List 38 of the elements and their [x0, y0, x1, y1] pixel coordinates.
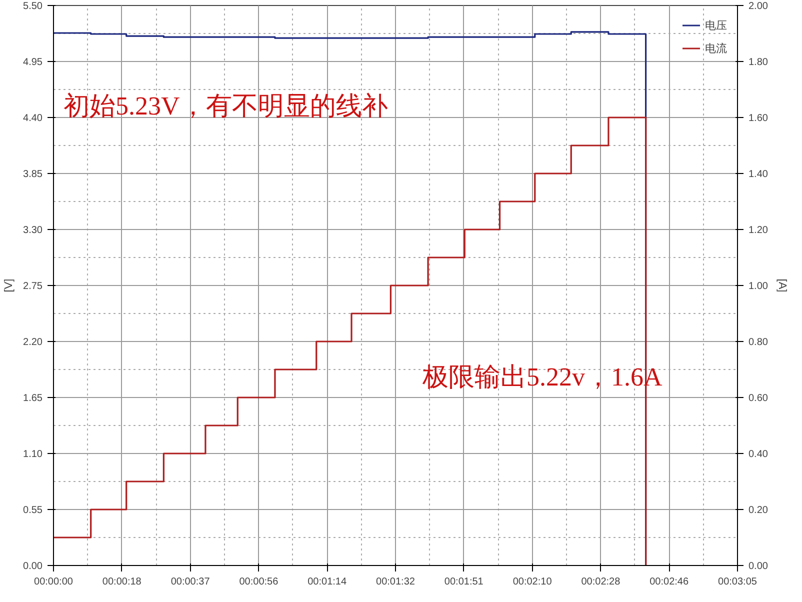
y2-tick-label: 2.00 [748, 1, 768, 12]
x-tick-label: 00:03:05 [718, 576, 758, 588]
x-tick-label: 00:02:10 [512, 576, 552, 588]
x-tick-label: 00:01:32 [376, 576, 416, 588]
y2-axis-title: [A] [776, 278, 788, 292]
x-tick-label: 00:00:56 [239, 576, 279, 588]
y2-tick-label: 0.60 [748, 393, 768, 404]
x-tick-label: 00:02:28 [581, 576, 621, 588]
x-tick-label: 00:00:18 [102, 576, 142, 588]
y2-tick-label: 0.20 [748, 505, 768, 516]
y-tick-label: 2.20 [23, 337, 43, 348]
y-tick-label: 1.65 [23, 393, 43, 404]
x-tick-label: 00:01:51 [444, 576, 484, 588]
y2-tick-label: 0.80 [748, 337, 768, 348]
y-tick-label: 0.00 [23, 561, 43, 572]
x-tick-label: 00:02:46 [650, 576, 689, 588]
y2-tick-label: 0.00 [748, 561, 768, 572]
y-tick-label: 5.50 [23, 1, 43, 12]
y-tick-label: 3.30 [23, 225, 43, 236]
y-tick-label: 4.95 [23, 57, 43, 68]
y-tick-label: 2.75 [23, 281, 43, 292]
y-tick-label: 0.55 [23, 505, 43, 516]
annotation: 初始5.23V，有不明显的线补 [64, 92, 388, 120]
y2-tick-label: 0.40 [748, 449, 768, 460]
x-tick-label: 00:00:00 [34, 576, 74, 588]
y2-tick-label: 1.60 [748, 113, 768, 124]
y2-tick-label: 1.40 [748, 169, 768, 180]
y2-tick-label: 1.00 [748, 281, 768, 292]
x-tick-label: 00:01:14 [308, 576, 347, 588]
legend-label: 电压 [705, 18, 727, 32]
x-tick-label: 00:00:37 [170, 576, 210, 588]
legend-label: 电流 [705, 42, 727, 56]
y-tick-label: 3.85 [23, 169, 43, 180]
y-tick-label: 4.40 [23, 113, 43, 124]
y2-tick-label: 1.20 [748, 225, 768, 236]
y-axis-title: [V] [3, 278, 16, 292]
y-tick-label: 1.10 [23, 449, 43, 460]
y2-tick-label: 1.80 [748, 57, 768, 68]
